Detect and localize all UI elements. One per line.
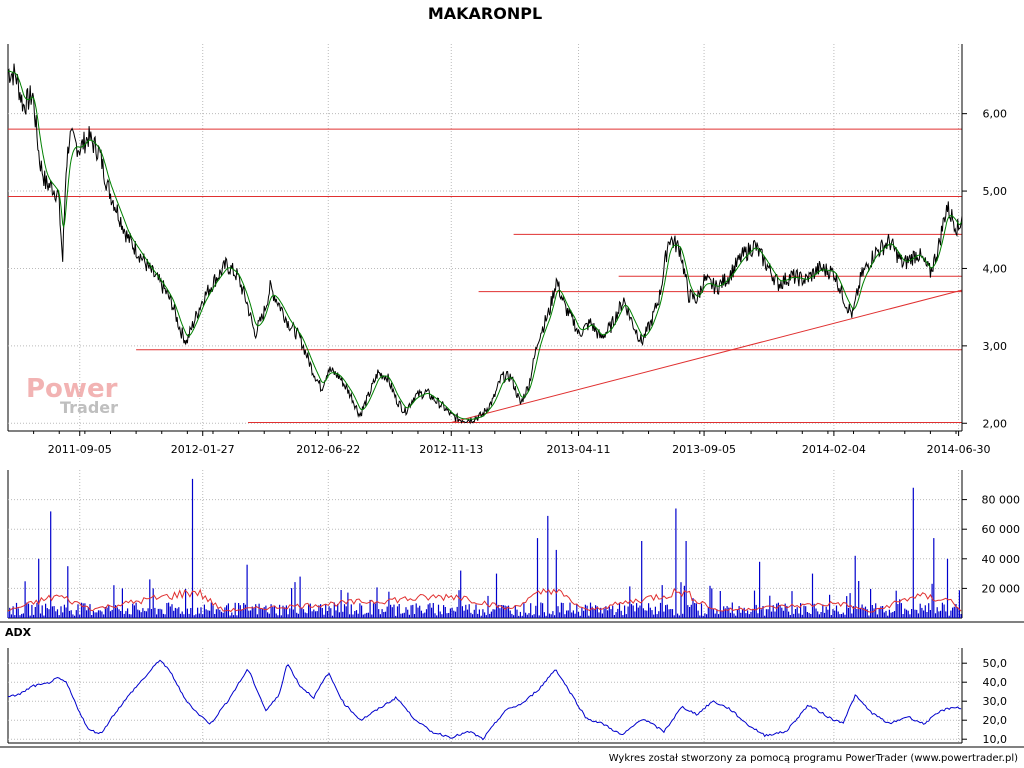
volume-panel: 20 000 40 000 60 000 80 000 [7, 470, 1021, 619]
x-tick-label: 2014-06-30 [927, 443, 991, 456]
x-tick-label: 2014-02-04 [802, 443, 866, 456]
adx-y-tick-label: 10,0 [983, 733, 1008, 746]
y-tick-label: 4,00 [983, 262, 1008, 275]
x-tick-label: 2012-11-13 [419, 443, 483, 456]
watermark-line2: Trader [60, 398, 118, 417]
y-tick-label: 5,00 [983, 185, 1008, 198]
adx-y-tick-label: 30,0 [983, 695, 1008, 708]
price-y-axis: 2,00 3,00 4,00 5,00 6,00 [961, 44, 1008, 431]
price-x-axis: 2011-09-05 2012-01-27 2012-06-22 2012-11-13… [33, 431, 991, 456]
credit-text: Wykres został stworzony za pomocą progra… [609, 753, 1018, 764]
volume-grid [7, 470, 963, 619]
x-tick-label: 2013-09-05 [672, 443, 736, 456]
adx-y-tick-label: 40,0 [983, 676, 1008, 689]
chart-title: MAKARONPL [428, 4, 542, 23]
adx-grid [7, 648, 963, 744]
x-tick-label: 2012-06-22 [296, 443, 360, 456]
volume-moving-average-line [7, 587, 962, 613]
adx-y-tick-label: 20,0 [983, 714, 1008, 727]
x-tick-label: 2012-01-27 [171, 443, 235, 456]
volume-y-tick-label: 80 000 [982, 494, 1021, 507]
price-moving-average-line [7, 70, 963, 420]
trend-line [451, 289, 963, 423]
x-tick-label: 2013-04-11 [547, 443, 611, 456]
volume-bars [7, 478, 962, 618]
price-trend-lines [451, 289, 963, 423]
adx-panel: ADX 10,0 20,0 30,0 40,0 50,0 [5, 626, 1007, 746]
adx-y-tick-label: 50,0 [983, 657, 1008, 670]
y-tick-label: 6,00 [983, 108, 1008, 121]
x-tick-label: 2011-09-05 [48, 443, 112, 456]
volume-y-tick-label: 60 000 [982, 523, 1021, 536]
volume-y-tick-label: 40 000 [982, 553, 1021, 566]
volume-y-axis: 20 000 40 000 60 000 80 000 [962, 494, 1021, 595]
price-support-resistance-lines [8, 128, 962, 423]
price-series-line [7, 63, 963, 425]
watermark-line1: Power [26, 374, 118, 404]
volume-y-tick-label: 20 000 [982, 582, 1021, 595]
adx-line [7, 659, 962, 741]
watermark: Power Trader [26, 374, 118, 417]
price-grid [7, 44, 963, 743]
y-tick-label: 3,00 [983, 340, 1008, 353]
price-panel: 2011-09-05 2012-01-27 2012-06-22 2012-11-13… [7, 44, 1008, 743]
y-tick-label: 2,00 [983, 417, 1008, 430]
adx-label: ADX [5, 626, 32, 639]
adx-y-axis: 10,0 20,0 30,0 40,0 50,0 [962, 657, 1007, 746]
